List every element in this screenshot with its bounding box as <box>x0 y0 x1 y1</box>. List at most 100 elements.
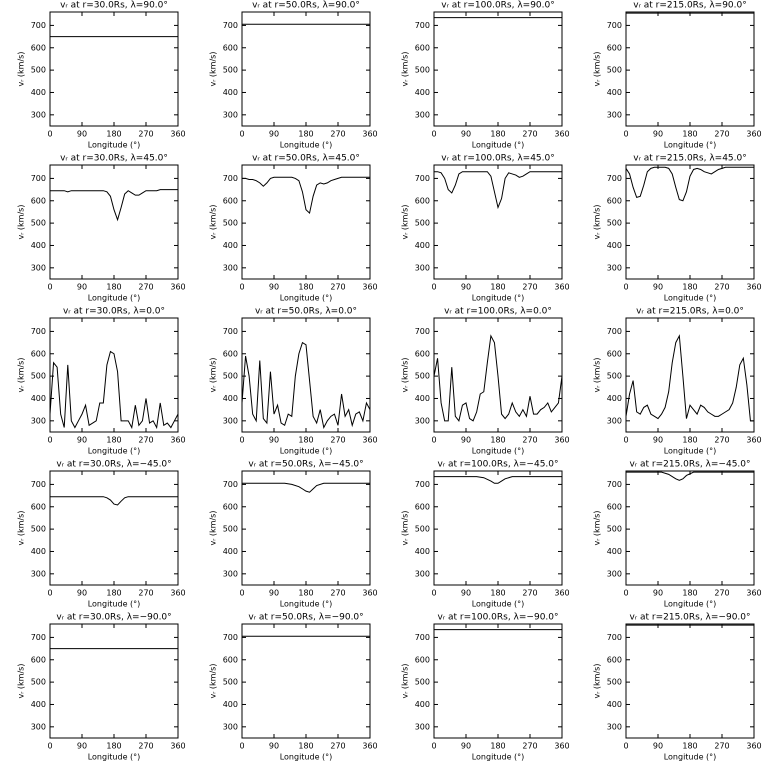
y-tick-label: 500 <box>607 525 622 534</box>
data-line <box>433 334 563 422</box>
x-axis-label: Longitude (°) <box>88 447 141 456</box>
x-tick-label: 360 <box>554 130 569 139</box>
y-tick-label: 500 <box>223 372 238 381</box>
y-tick-label: 700 <box>31 327 46 336</box>
x-tick-label: 90 <box>77 742 87 751</box>
data-line <box>625 334 754 422</box>
x-tick-label: 90 <box>269 436 279 445</box>
y-tick-label: 600 <box>607 502 622 511</box>
y-tick-label: 600 <box>607 655 622 664</box>
y-tick-label: 700 <box>223 21 238 30</box>
panel: vᵣ at r=100.0Rs, λ=0.0° vᵣ (km/s) Longitud… <box>401 307 570 456</box>
y-tick-label: 400 <box>607 88 622 97</box>
y-tick-label: 300 <box>223 416 238 425</box>
y-tick-label: 700 <box>415 327 430 336</box>
x-tick-label: 270 <box>138 742 153 751</box>
y-tick-label: 700 <box>415 21 430 30</box>
y-tick-label: 500 <box>607 219 622 228</box>
x-axis-label: Longitude (°) <box>280 141 333 150</box>
y-tick-label: 500 <box>607 678 622 687</box>
x-tick-label: 0 <box>431 742 436 751</box>
plot-frame <box>625 164 755 280</box>
y-tick-label: 500 <box>31 66 46 75</box>
x-tick-label: 90 <box>653 130 663 139</box>
data-line <box>625 166 754 202</box>
panel: vᵣ at r=50.0Rs, λ=−45.0° vᵣ (km/s) Longitu… <box>209 460 378 609</box>
y-tick-label: 700 <box>415 480 430 489</box>
panel: vᵣ at r=215.0Rs, λ=0.0° vᵣ (km/s) Longitud… <box>593 307 762 456</box>
y-tick-label: 400 <box>223 700 238 709</box>
y-tick-label: 400 <box>415 547 430 556</box>
plot-frame <box>433 470 563 586</box>
panel-title: vᵣ at r=30.0Rs, λ=−90.0° <box>56 613 171 623</box>
x-tick-label: 180 <box>298 436 313 445</box>
y-tick-label: 400 <box>223 241 238 250</box>
y-axis-label: vᵣ (km/s) <box>401 358 410 393</box>
panel-title: vᵣ at r=50.0Rs, λ=0.0° <box>255 307 357 317</box>
x-tick-label: 90 <box>77 589 87 598</box>
x-axis-label: Longitude (°) <box>88 294 141 303</box>
y-tick-label: 600 <box>415 196 430 205</box>
x-tick-label: 90 <box>77 436 87 445</box>
panel-title: vᵣ at r=30.0Rs, λ=0.0° <box>63 307 165 317</box>
x-tick-label: 180 <box>682 436 697 445</box>
y-axis-label: vᵣ (km/s) <box>17 511 26 546</box>
plot-frame <box>433 317 563 433</box>
x-tick-label: 90 <box>461 589 471 598</box>
x-tick-label: 360 <box>170 130 185 139</box>
y-axis-label: vᵣ (km/s) <box>593 52 602 87</box>
x-tick-label: 180 <box>106 742 121 751</box>
y-axis-label: vᵣ (km/s) <box>401 511 410 546</box>
y-axis-label: vᵣ (km/s) <box>593 205 602 240</box>
y-tick-label: 500 <box>31 372 46 381</box>
x-axis-label: Longitude (°) <box>88 141 141 150</box>
data-line <box>49 350 179 430</box>
data-line <box>242 176 370 215</box>
y-tick-label: 600 <box>31 196 46 205</box>
x-axis-label: Longitude (°) <box>472 294 525 303</box>
y-tick-label: 500 <box>415 525 430 534</box>
panel: vᵣ at r=30.0Rs, λ=−90.0° vᵣ (km/s) Longitu… <box>17 613 186 762</box>
plot-frame <box>241 317 371 433</box>
x-tick-label: 90 <box>77 283 87 292</box>
y-tick-label: 500 <box>415 678 430 687</box>
data-line <box>434 476 562 484</box>
x-tick-label: 270 <box>522 283 537 292</box>
y-tick-label: 700 <box>607 480 622 489</box>
y-tick-label: 300 <box>415 569 430 578</box>
x-tick-label: 270 <box>330 742 345 751</box>
x-tick-label: 0 <box>431 130 436 139</box>
panel: vᵣ at r=30.0Rs, λ=−45.0° vᵣ (km/s) Longitu… <box>17 460 186 609</box>
x-tick-label: 360 <box>362 589 377 598</box>
y-tick-label: 700 <box>223 327 238 336</box>
x-tick-label: 90 <box>269 130 279 139</box>
y-tick-label: 500 <box>223 678 238 687</box>
x-tick-label: 360 <box>746 130 761 139</box>
x-tick-label: 90 <box>653 436 663 445</box>
x-axis-label: Longitude (°) <box>472 600 525 609</box>
y-tick-label: 300 <box>31 416 46 425</box>
x-axis-label: Longitude (°) <box>664 294 717 303</box>
data-line <box>626 471 754 481</box>
y-tick-label: 600 <box>31 502 46 511</box>
x-tick-label: 270 <box>330 130 345 139</box>
x-tick-label: 90 <box>269 742 279 751</box>
y-tick-label: 600 <box>607 196 622 205</box>
y-tick-label: 400 <box>415 700 430 709</box>
y-tick-label: 300 <box>31 110 46 119</box>
panel-title: vᵣ at r=50.0Rs, λ=−45.0° <box>248 460 363 470</box>
y-axis-label: vᵣ (km/s) <box>17 358 26 393</box>
y-axis-label: vᵣ (km/s) <box>209 358 218 393</box>
x-tick-label: 0 <box>431 436 436 445</box>
y-axis-label: vᵣ (km/s) <box>401 52 410 87</box>
y-tick-label: 300 <box>607 263 622 272</box>
x-tick-label: 360 <box>170 742 185 751</box>
plot-frame <box>49 317 179 433</box>
panel-title: vᵣ at r=100.0Rs, λ=0.0° <box>444 307 552 317</box>
panel: vᵣ at r=100.0Rs, λ=−90.0° vᵣ (km/s) Longit… <box>401 613 570 762</box>
x-tick-label: 180 <box>298 589 313 598</box>
y-tick-label: 600 <box>607 43 622 52</box>
x-tick-label: 270 <box>522 589 537 598</box>
panel-title: vᵣ at r=100.0Rs, λ=45.0° <box>441 154 555 164</box>
x-tick-label: 360 <box>362 742 377 751</box>
